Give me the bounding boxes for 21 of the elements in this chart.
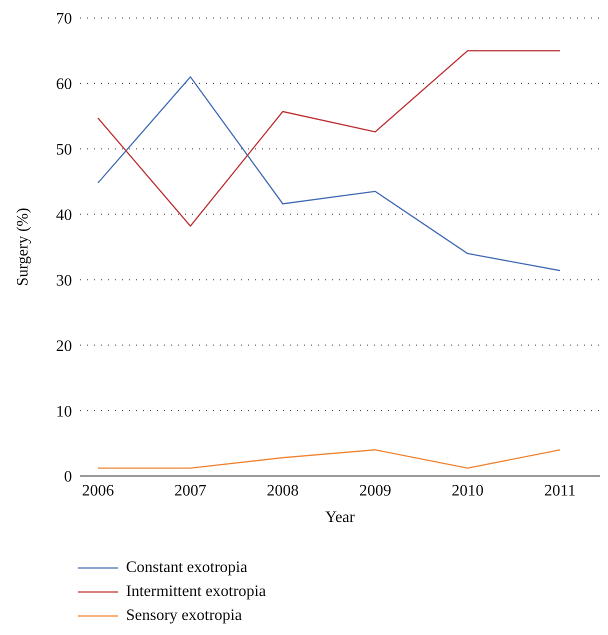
y-tick-label: 60 bbox=[56, 76, 72, 94]
legend-label: Constant exotropia bbox=[126, 558, 248, 578]
x-tick-label: 2008 bbox=[266, 482, 299, 500]
y-axis-title: Surgery (%) bbox=[14, 208, 32, 286]
line-series bbox=[97, 50, 561, 227]
y-tick-label: 70 bbox=[56, 10, 72, 28]
x-tick-label: 2010 bbox=[452, 482, 484, 500]
x-tick-label: 2007 bbox=[174, 482, 206, 500]
legend-label: Intermittent exotropia bbox=[126, 582, 266, 602]
y-tick-label: 20 bbox=[56, 338, 72, 355]
x-tick-label: 2006 bbox=[82, 482, 114, 500]
y-tick-label: 50 bbox=[56, 142, 72, 159]
y-tick-label: 0 bbox=[64, 468, 72, 486]
x-tick-label: 2011 bbox=[544, 482, 576, 500]
line-series bbox=[97, 76, 561, 272]
y-tick-label: 10 bbox=[56, 403, 72, 420]
legend-label: Sensory exotropia bbox=[126, 606, 242, 626]
x-axis-title: Year bbox=[325, 509, 356, 526]
y-tick-label: 30 bbox=[56, 272, 72, 290]
y-tick-label: 40 bbox=[56, 206, 72, 224]
x-tick-label: 2009 bbox=[359, 482, 392, 500]
